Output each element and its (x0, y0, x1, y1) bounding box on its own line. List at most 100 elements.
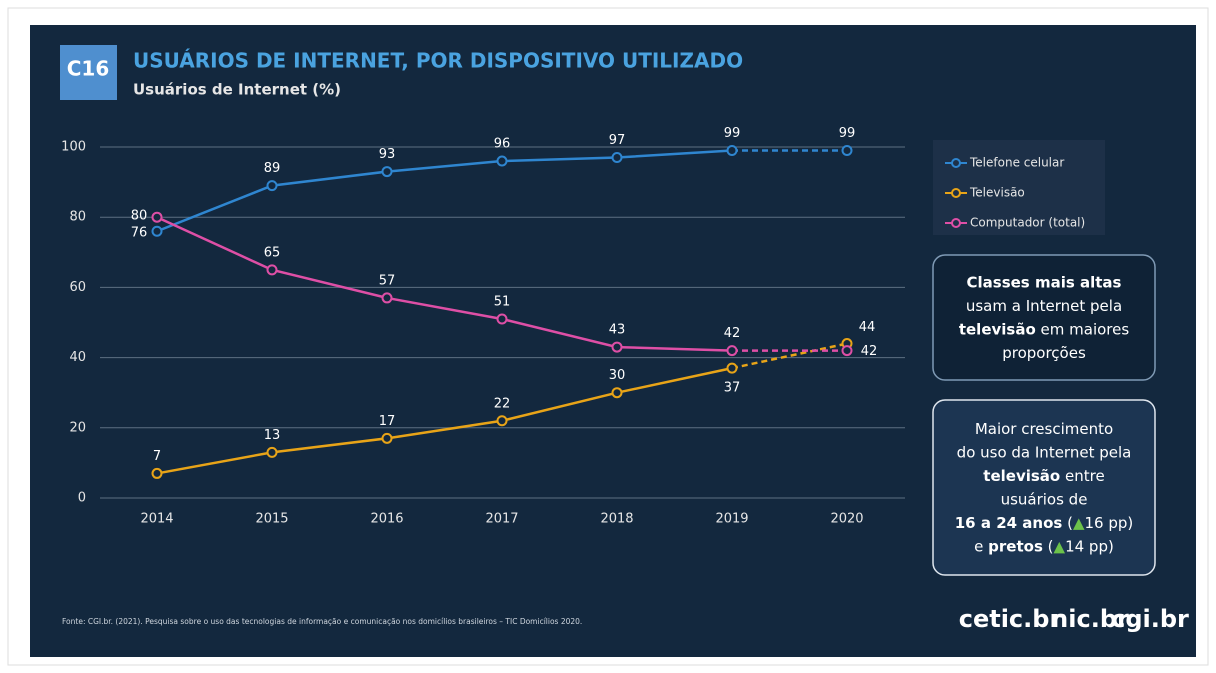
x-tick-label: 2019 (715, 512, 748, 527)
callout-span: usam a Internet pela (966, 296, 1122, 314)
point (266, 264, 278, 276)
callout-span: 14 pp) (1065, 537, 1114, 555)
point (266, 180, 278, 192)
data-label: 57 (379, 273, 396, 288)
chart-title: USUÁRIOS DE INTERNET, POR DISPOSITIVO UT… (133, 49, 743, 73)
badge-box (60, 45, 117, 100)
source: Fonte: CGI.br. (2021). Pesquisa sobre o … (62, 617, 582, 626)
data-label: 22 (494, 396, 511, 411)
point (381, 166, 393, 178)
callout-span: 16 a 24 anos (955, 513, 1063, 531)
subtitle: Usuários de Internet (%) (133, 81, 341, 99)
x-tick-label: 2014 (140, 512, 173, 527)
data-label: 99 (839, 126, 856, 141)
point (266, 446, 278, 458)
callout-span: usuários de (1001, 490, 1088, 508)
callout-span: ▲ (1073, 513, 1085, 531)
data-label: 99 (724, 126, 741, 141)
point (611, 341, 623, 353)
y-tick-label: 100 (61, 140, 86, 155)
callout-span: pretos (988, 537, 1043, 555)
callout-span: 16 pp) (1085, 513, 1134, 531)
callout-span: do uso da Internet pela (957, 443, 1132, 461)
data-label: 96 (494, 137, 511, 152)
callout-text: usam a Internet pela (966, 296, 1122, 314)
callout-span: Classes mais altas (967, 273, 1122, 291)
point (151, 467, 163, 479)
logo: cgi.br (1111, 605, 1189, 633)
callout-box (932, 254, 1156, 381)
legend-label: Televisão (969, 186, 1025, 200)
callout-text: do uso da Internet pela (957, 443, 1132, 461)
x-tick-label: 2016 (370, 512, 403, 527)
point (496, 313, 508, 325)
callout-span: televisão (959, 320, 1036, 338)
data-label: 7 (153, 449, 161, 464)
data-label: 65 (264, 245, 281, 260)
callout-span: ( (1062, 513, 1073, 531)
legend-box (933, 140, 1105, 235)
data-label: 80 (131, 209, 148, 224)
x-tick-label: 2017 (485, 512, 518, 527)
callout-text: televisão entre (983, 466, 1104, 484)
line (156, 216, 733, 352)
legend-marker (951, 188, 961, 198)
legend-marker (951, 158, 961, 168)
callout-text: usuários de (1001, 490, 1088, 508)
logo: nic.br (1051, 605, 1129, 633)
data-label: 42 (861, 344, 878, 359)
point (611, 387, 623, 399)
x-tick-label: 2018 (600, 512, 633, 527)
data-label: 30 (609, 368, 626, 383)
data-label: 44 (859, 320, 876, 335)
data-label: 51 (494, 294, 511, 309)
data-label: 93 (379, 147, 396, 162)
callout-text: e pretos (▲14 pp) (974, 537, 1114, 555)
point (726, 145, 738, 157)
callout-text: televisão em maiores (959, 320, 1130, 338)
data-label: 13 (264, 428, 281, 443)
data-label: 43 (609, 323, 626, 338)
point (496, 415, 508, 427)
point (381, 432, 393, 444)
data-label: 42 (724, 326, 741, 341)
callout-box (932, 399, 1156, 576)
point (381, 292, 393, 304)
callout-span: em maiores (1036, 320, 1130, 338)
y-tick-label: 0 (78, 491, 86, 506)
data-label: 76 (131, 226, 148, 241)
data-label: 37 (724, 381, 741, 396)
callout-text: 16 a 24 anos (▲16 pp) (955, 513, 1134, 531)
data-label: 17 (379, 414, 396, 429)
point (611, 152, 623, 164)
point (726, 345, 738, 357)
point (726, 362, 738, 374)
y-tick-label: 60 (69, 280, 86, 295)
legend-marker (951, 218, 961, 228)
badge: C16 (67, 57, 110, 81)
point (841, 145, 853, 157)
y-tick-label: 40 (69, 350, 86, 365)
point (151, 211, 163, 223)
callout-span: ( (1043, 537, 1054, 555)
callout-span: ▲ (1054, 537, 1066, 555)
data-label: 97 (609, 133, 626, 148)
callout-span: e (974, 537, 988, 555)
logo: cetic.br (959, 605, 1062, 633)
x-tick-label: 2015 (255, 512, 288, 527)
callout-text: Maior crescimento (975, 419, 1113, 437)
callout-span: televisão (983, 466, 1060, 484)
data-label: 89 (264, 161, 281, 176)
x-tick-label: 2020 (830, 512, 863, 527)
point (151, 225, 163, 237)
line (156, 149, 733, 233)
legend-label: Telefone celular (969, 156, 1064, 170)
legend-label: Computador (total) (970, 216, 1085, 230)
line (156, 366, 733, 475)
callout-text: Classes mais altas (967, 273, 1122, 291)
callout-span: Maior crescimento (975, 419, 1113, 437)
callout-span: entre (1060, 466, 1104, 484)
callout-text: proporções (1002, 343, 1086, 361)
y-tick-label: 80 (69, 210, 86, 225)
